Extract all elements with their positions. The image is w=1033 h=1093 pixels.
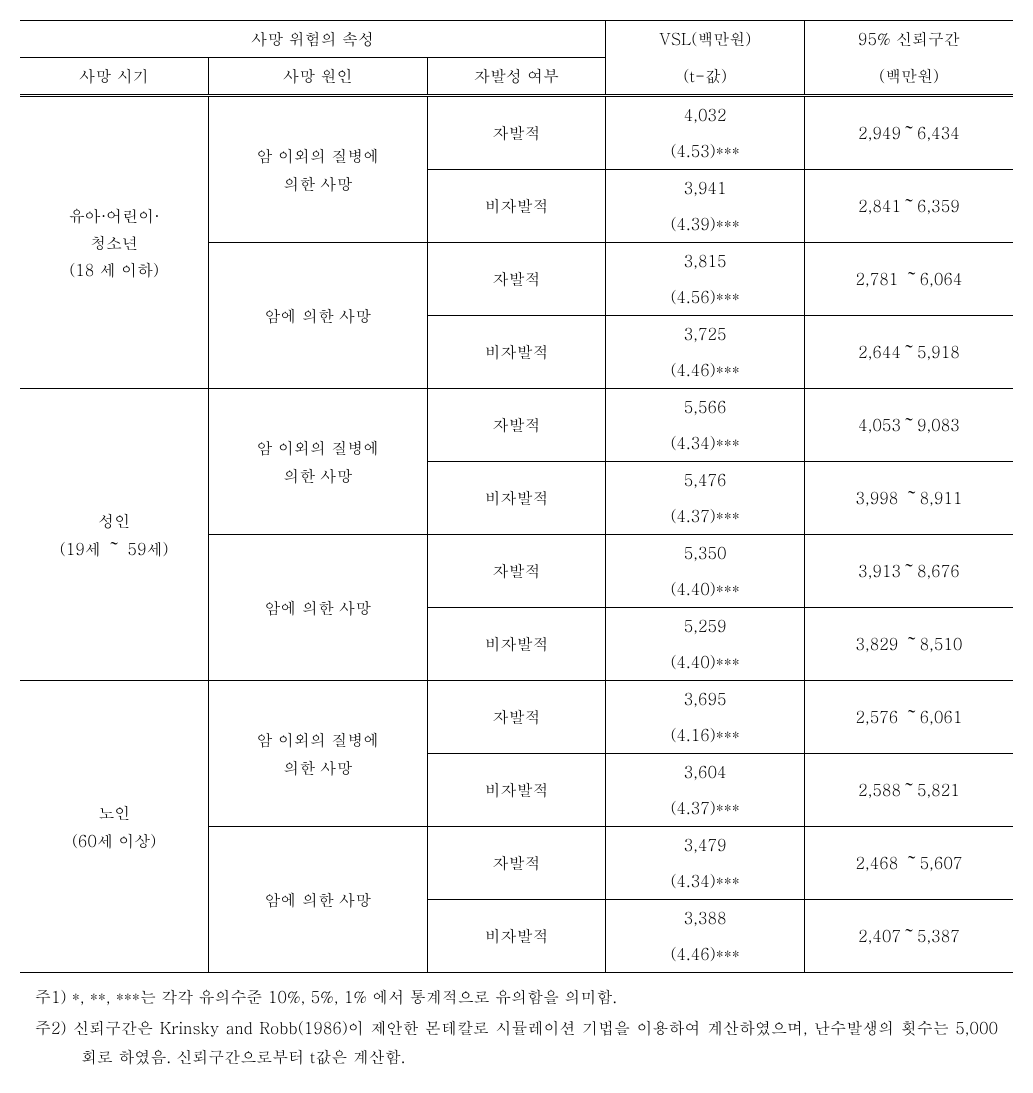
cause-label: 암 이외의 질병에 의한 사망 [209, 96, 427, 243]
cause-label-line: 의한 사망 [283, 756, 352, 779]
vsl-value: 3,388 [606, 900, 805, 937]
t-value: (4.46)*** [606, 936, 805, 973]
table-notes: 주1) *, **, ***는 각각 유의수준 10%, 5%, 1% 에서 통… [20, 983, 1013, 1071]
period-label: 노인 (60세 이상) [20, 681, 209, 973]
cause-label: 암 이외의 질병에 의한 사망 [209, 681, 427, 827]
voluntary-cell: 비자발적 [427, 316, 606, 389]
ci-value: 2,407～5,387 [804, 900, 1013, 973]
ci-value: 3,913～8,676 [804, 535, 1013, 608]
t-value: (4.46)*** [606, 352, 805, 389]
ci-value: 3,829 ～8,510 [804, 608, 1013, 681]
t-value: (4.16)*** [606, 717, 805, 754]
vsl-value: 3,604 [606, 754, 805, 791]
voluntary-cell: 자발적 [427, 243, 606, 316]
cause-label-line: 암 이외의 질병에 [257, 436, 380, 459]
vsl-value: 5,566 [606, 389, 805, 426]
period-label-line: (18 세 이하) [69, 258, 159, 281]
note-1: 주1) *, **, ***는 각각 유의수준 10%, 5%, 1% 에서 통… [35, 983, 998, 1012]
period-label-line: 성인 [98, 509, 130, 532]
voluntary-cell: 자발적 [427, 389, 606, 462]
t-value: (4.56)*** [606, 279, 805, 316]
cause-label-line: 암 이외의 질병에 [257, 728, 380, 751]
header-voluntary: 자발성 여부 [427, 58, 606, 96]
cause-label-line: 암 이외의 질병에 [257, 144, 380, 167]
header-ci-line2: (백만원) [804, 58, 1013, 96]
period-label-line: (19세 ～ 59세) [60, 537, 169, 560]
ci-value: 4,053～9,083 [804, 389, 1013, 462]
cause-label-line: 의한 사망 [283, 172, 352, 195]
voluntary-cell: 비자발적 [427, 608, 606, 681]
cause-label: 암에 의한 사망 [209, 243, 427, 389]
header-vsl-line2: (t-값) [606, 58, 805, 96]
voluntary-cell: 비자발적 [427, 900, 606, 973]
ci-value: 2,949～6,434 [804, 96, 1013, 170]
voluntary-cell: 자발적 [427, 681, 606, 754]
cause-label-line: 의한 사망 [283, 464, 352, 487]
period-label-line: (60세 이상) [72, 829, 156, 852]
t-value: (4.39)*** [606, 206, 805, 243]
t-value: (4.53)*** [606, 133, 805, 170]
cause-label: 암에 의한 사망 [209, 535, 427, 681]
period-label: 유아·어린이· 청소년 (18 세 이하) [20, 96, 209, 389]
voluntary-cell: 자발적 [427, 827, 606, 900]
t-value: (4.40)*** [606, 571, 805, 608]
vsl-value: 3,941 [606, 170, 805, 207]
ci-value: 2,468 ～5,607 [804, 827, 1013, 900]
cause-label: 암 이외의 질병에 의한 사망 [209, 389, 427, 535]
t-value: (4.34)*** [606, 425, 805, 462]
voluntary-cell: 비자발적 [427, 170, 606, 243]
t-value: (4.37)*** [606, 790, 805, 827]
t-value: (4.34)*** [606, 863, 805, 900]
vsl-value: 4,032 [606, 96, 805, 134]
vsl-value: 3,815 [606, 243, 805, 280]
header-group-attributes: 사망 위험의 속성 [20, 21, 606, 58]
voluntary-cell: 비자발적 [427, 754, 606, 827]
table-body: 유아·어린이· 청소년 (18 세 이하) 암 이외의 질병에 의한 사망 자발… [20, 96, 1013, 973]
table-row: 성인 (19세 ～ 59세) 암 이외의 질병에 의한 사망 자발적 5,566… [20, 389, 1013, 426]
header-period: 사망 시기 [20, 58, 209, 96]
vsl-value: 5,476 [606, 462, 805, 499]
table-row: 유아·어린이· 청소년 (18 세 이하) 암 이외의 질병에 의한 사망 자발… [20, 96, 1013, 134]
period-label-line: 유아·어린이· [69, 204, 160, 227]
vsl-value: 3,695 [606, 681, 805, 718]
ci-value: 3,998 ～8,911 [804, 462, 1013, 535]
ci-value: 2,576 ～6,061 [804, 681, 1013, 754]
period-label: 성인 (19세 ～ 59세) [20, 389, 209, 681]
header-vsl-line1: VSL(백만원) [606, 21, 805, 58]
voluntary-cell: 비자발적 [427, 462, 606, 535]
header-cause: 사망 원인 [209, 58, 427, 96]
ci-value: 2,644～5,918 [804, 316, 1013, 389]
voluntary-cell: 자발적 [427, 96, 606, 170]
table-row: 노인 (60세 이상) 암 이외의 질병에 의한 사망 자발적 3,695 2,… [20, 681, 1013, 718]
vsl-value: 3,725 [606, 316, 805, 353]
period-label-line: 노인 [98, 801, 130, 824]
ci-value: 2,588～5,821 [804, 754, 1013, 827]
cause-label: 암에 의한 사망 [209, 827, 427, 973]
t-value: (4.40)*** [606, 644, 805, 681]
vsl-table: 사망 위험의 속성 VSL(백만원) 95% 신뢰구간 사망 시기 사망 원인 … [20, 20, 1013, 973]
vsl-value: 5,350 [606, 535, 805, 572]
vsl-value: 3,479 [606, 827, 805, 864]
voluntary-cell: 자발적 [427, 535, 606, 608]
t-value: (4.37)*** [606, 498, 805, 535]
ci-value: 2,841～6,359 [804, 170, 1013, 243]
ci-value: 2,781 ～6,064 [804, 243, 1013, 316]
note-2: 주2) 신뢰구간은 Krinsky and Robb(1986)이 제안한 몬테… [35, 1014, 998, 1072]
period-label-line: 청소년 [90, 231, 138, 254]
header-ci-line1: 95% 신뢰구간 [804, 21, 1013, 58]
vsl-value: 5,259 [606, 608, 805, 645]
